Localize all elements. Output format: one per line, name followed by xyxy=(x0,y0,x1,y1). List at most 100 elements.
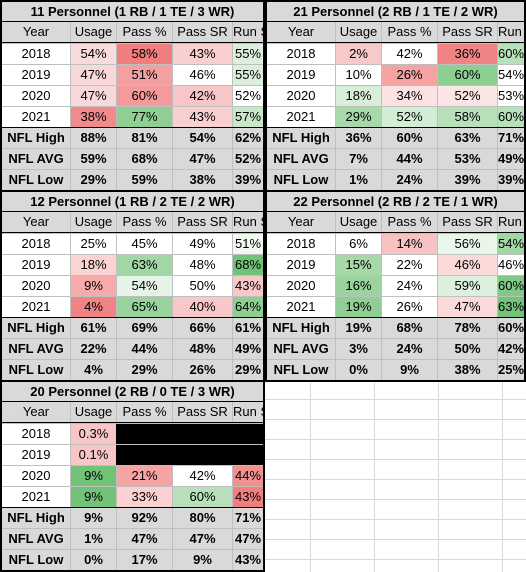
table-cell[interactable]: 46% xyxy=(437,255,497,275)
table-cell[interactable]: 42% xyxy=(381,44,437,64)
stat-cell[interactable]: 66% xyxy=(172,318,232,338)
table-cell[interactable]: 54% xyxy=(497,234,524,254)
table-cell[interactable]: 60% xyxy=(497,276,524,296)
stat-cell[interactable]: 44% xyxy=(381,149,437,169)
table-cell[interactable]: 43% xyxy=(172,107,232,127)
table-cell[interactable]: 46% xyxy=(172,65,232,85)
stat-cell[interactable]: 63% xyxy=(437,128,497,148)
table-cell[interactable]: 38% xyxy=(70,107,116,127)
table-cell[interactable]: 59% xyxy=(437,276,497,296)
column-header[interactable]: Pass SR xyxy=(437,212,497,232)
table-cell[interactable]: 18% xyxy=(70,255,116,275)
column-header[interactable]: Year xyxy=(2,402,70,422)
column-header[interactable]: Year xyxy=(267,22,335,42)
stat-cell[interactable]: 43% xyxy=(232,550,263,570)
column-header[interactable]: Pass % xyxy=(116,22,172,42)
stat-cell[interactable]: 49% xyxy=(232,339,263,359)
stat-cell[interactable]: 59% xyxy=(70,149,116,169)
table-cell[interactable]: 2018 xyxy=(267,234,335,254)
table-cell[interactable]: 9% xyxy=(70,466,116,486)
stat-cell[interactable]: 50% xyxy=(437,339,497,359)
stat-cell[interactable]: 47% xyxy=(116,529,172,549)
table-cell[interactable]: 2020 xyxy=(2,86,70,106)
stat-cell[interactable]: 78% xyxy=(437,318,497,338)
stat-cell[interactable]: 48% xyxy=(172,339,232,359)
column-header[interactable]: Usage xyxy=(70,402,116,422)
table-cell[interactable]: 52% xyxy=(232,86,263,106)
table-cell[interactable]: 77% xyxy=(116,107,172,127)
table-cell[interactable]: 2019 xyxy=(267,255,335,275)
table-cell[interactable]: 48% xyxy=(172,255,232,275)
table-cell[interactable] xyxy=(172,445,232,465)
stat-cell[interactable]: 29% xyxy=(232,360,263,380)
table-cell[interactable]: 42% xyxy=(172,466,232,486)
table-cell[interactable]: 29% xyxy=(335,107,381,127)
stat-cell[interactable]: 92% xyxy=(116,508,172,528)
table-cell[interactable]: 2020 xyxy=(2,276,70,296)
stat-cell[interactable]: 24% xyxy=(381,170,437,190)
stat-cell[interactable]: 39% xyxy=(437,170,497,190)
column-header[interactable]: Pass % xyxy=(381,212,437,232)
table-cell[interactable]: 51% xyxy=(116,65,172,85)
stat-cell[interactable]: 0% xyxy=(70,550,116,570)
table-cell[interactable]: 52% xyxy=(437,86,497,106)
stat-cell[interactable]: 49% xyxy=(497,149,524,169)
stat-cell[interactable]: 38% xyxy=(172,170,232,190)
stat-cell[interactable]: 69% xyxy=(116,318,172,338)
table-cell[interactable] xyxy=(116,445,172,465)
table-cell[interactable]: 60% xyxy=(497,44,524,64)
table-cell[interactable]: 44% xyxy=(232,466,263,486)
table-cell[interactable]: 2018 xyxy=(2,44,70,64)
table-cell[interactable]: 47% xyxy=(70,86,116,106)
column-header[interactable]: Usage xyxy=(70,212,116,232)
table-cell[interactable]: 54% xyxy=(70,44,116,64)
table-cell[interactable]: 65% xyxy=(116,297,172,317)
table-cell[interactable]: 2019 xyxy=(2,445,70,465)
column-header[interactable]: Pass SR xyxy=(172,212,232,232)
table-cell[interactable]: 15% xyxy=(335,255,381,275)
table-cell[interactable]: 19% xyxy=(335,297,381,317)
table-cell[interactable]: 33% xyxy=(116,487,172,507)
stat-label[interactable]: NFL High xyxy=(2,508,70,528)
table-cell[interactable]: 52% xyxy=(381,107,437,127)
table-cell[interactable]: 18% xyxy=(335,86,381,106)
stat-cell[interactable]: 3% xyxy=(335,339,381,359)
stat-label[interactable]: NFL Low xyxy=(2,550,70,570)
column-header[interactable]: Usage xyxy=(335,212,381,232)
stat-cell[interactable]: 61% xyxy=(232,318,263,338)
stat-cell[interactable]: 29% xyxy=(70,170,116,190)
table-cell[interactable]: 2021 xyxy=(2,297,70,317)
stat-label[interactable]: NFL AVG xyxy=(267,339,335,359)
stat-label[interactable]: NFL AVG xyxy=(2,149,70,169)
table-cell[interactable]: 55% xyxy=(232,44,263,64)
stat-cell[interactable]: 0% xyxy=(335,360,381,380)
table-cell[interactable]: 64% xyxy=(232,297,263,317)
table-cell[interactable]: 22% xyxy=(381,255,437,275)
table-cell[interactable]: 14% xyxy=(381,234,437,254)
stat-cell[interactable]: 19% xyxy=(335,318,381,338)
table-cell[interactable]: 4% xyxy=(70,297,116,317)
stat-cell[interactable]: 71% xyxy=(232,508,263,528)
table-cell[interactable]: 2021 xyxy=(267,107,335,127)
table-cell[interactable]: 63% xyxy=(497,297,524,317)
table-cell[interactable]: 63% xyxy=(116,255,172,275)
stat-cell[interactable]: 47% xyxy=(172,149,232,169)
table-cell[interactable]: 55% xyxy=(232,65,263,85)
stat-cell[interactable]: 68% xyxy=(116,149,172,169)
stat-cell[interactable]: 68% xyxy=(381,318,437,338)
table-cell[interactable]: 2% xyxy=(335,44,381,64)
table-cell[interactable]: 2018 xyxy=(2,424,70,444)
stat-label[interactable]: NFL High xyxy=(267,128,335,148)
column-header[interactable]: Year xyxy=(267,212,335,232)
table-cell[interactable]: 68% xyxy=(232,255,263,275)
stat-cell[interactable]: 88% xyxy=(70,128,116,148)
table-cell[interactable]: 10% xyxy=(335,65,381,85)
table-cell[interactable]: 58% xyxy=(116,44,172,64)
stat-label[interactable]: NFL Low xyxy=(267,360,335,380)
table-cell[interactable]: 47% xyxy=(437,297,497,317)
table-cell[interactable]: 36% xyxy=(437,44,497,64)
table-cell[interactable]: 60% xyxy=(497,107,524,127)
stat-cell[interactable]: 29% xyxy=(116,360,172,380)
table-cell[interactable]: 42% xyxy=(172,86,232,106)
table-cell[interactable]: 40% xyxy=(172,297,232,317)
